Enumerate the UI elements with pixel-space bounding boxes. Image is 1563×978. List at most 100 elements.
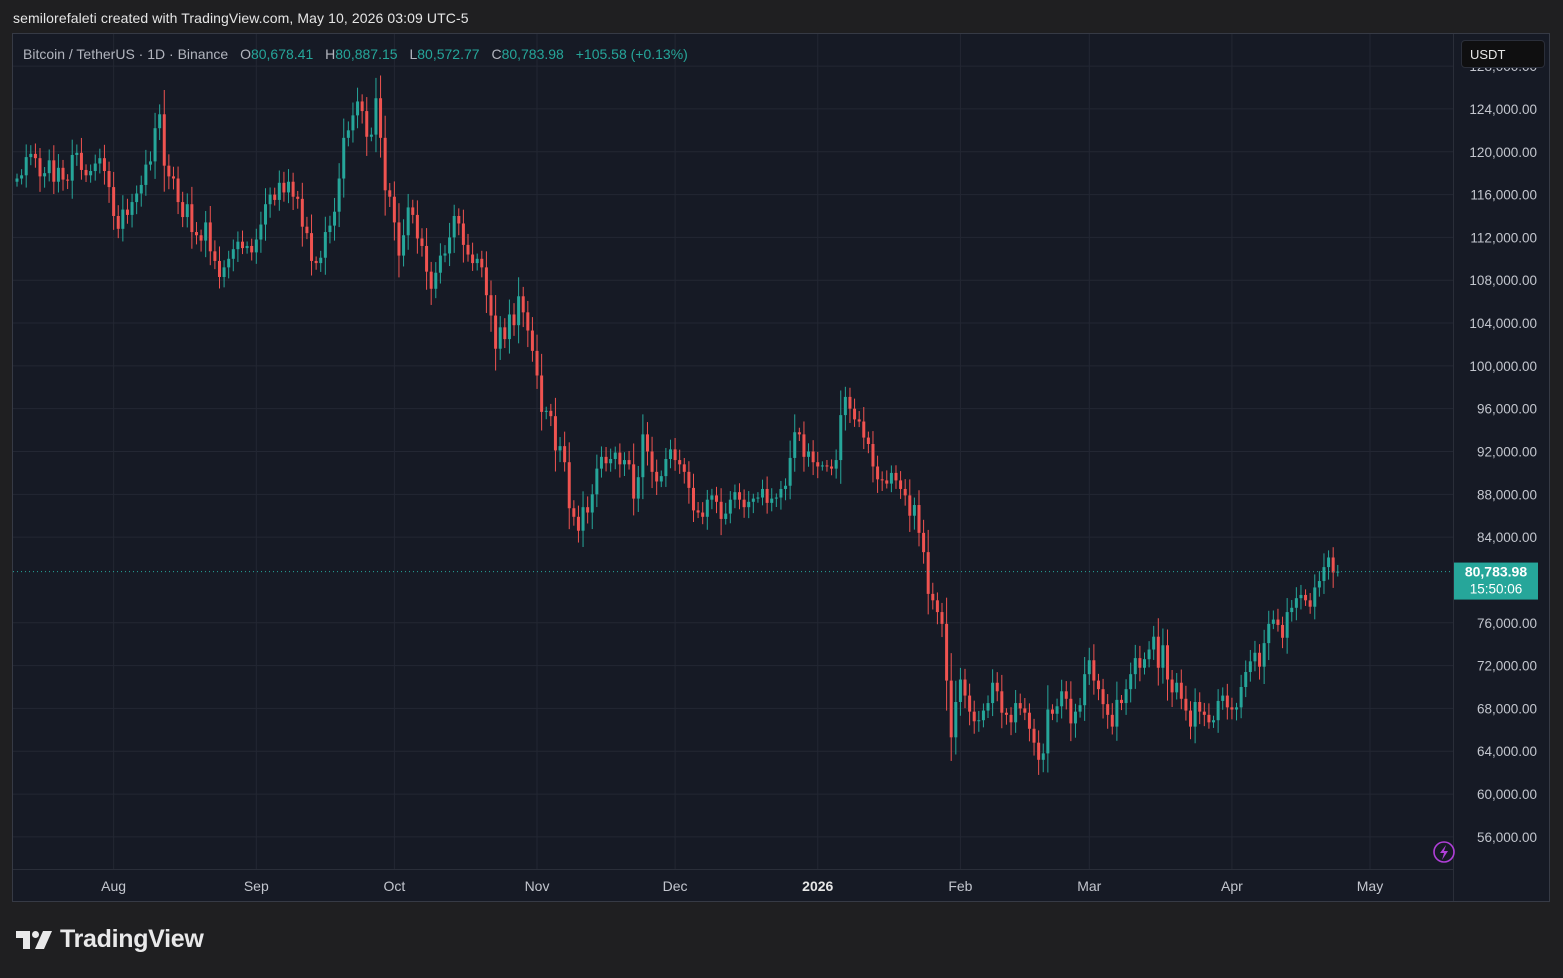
candle <box>1027 703 1031 742</box>
candle-body <box>535 350 539 376</box>
candle <box>98 148 102 174</box>
candle <box>1110 703 1114 735</box>
candle <box>227 250 231 279</box>
candle-body <box>429 271 433 289</box>
candle-body <box>346 130 350 138</box>
candle-body <box>277 182 281 200</box>
candle-body <box>466 244 470 255</box>
candle <box>194 222 198 245</box>
y-tick-label: 76,000.00 <box>1477 616 1537 631</box>
candle-body <box>788 457 792 486</box>
candle-body <box>494 315 498 349</box>
candle-body <box>125 209 129 215</box>
candle-body <box>1083 674 1087 706</box>
candle <box>328 215 332 244</box>
candle <box>1142 652 1146 675</box>
lightning-icon[interactable] <box>1433 841 1455 863</box>
candle <box>323 216 327 275</box>
candle <box>885 470 889 489</box>
candle-body <box>733 492 737 500</box>
currency-selector[interactable]: USDT <box>1461 40 1545 68</box>
candle <box>1262 629 1266 685</box>
candle-body <box>645 434 649 452</box>
candle-body <box>636 477 640 499</box>
x-tick-label: Oct <box>383 878 405 894</box>
low-value: 80,572.77 <box>417 46 480 62</box>
candle <box>397 203 401 278</box>
candle <box>1138 645 1142 682</box>
candle <box>530 317 534 362</box>
candle <box>425 228 429 290</box>
candle <box>351 102 355 143</box>
candle-body <box>1290 607 1294 613</box>
x-tick-label: Sep <box>244 878 269 894</box>
candle-body <box>724 513 728 519</box>
candle <box>466 233 470 262</box>
candle <box>24 144 28 188</box>
candle-body <box>1212 720 1216 723</box>
candle <box>949 653 953 761</box>
candle <box>549 403 553 427</box>
candle <box>834 449 838 479</box>
candle <box>1331 547 1335 588</box>
candle <box>388 183 392 207</box>
candle-body <box>843 396 847 416</box>
brand[interactable]: TradingView <box>16 925 204 954</box>
candle <box>254 228 258 264</box>
candle-body <box>1041 753 1045 760</box>
candle <box>291 172 295 210</box>
candle-body <box>567 462 571 509</box>
candle <box>319 250 323 272</box>
candle-body <box>1161 645 1165 668</box>
candle <box>1037 730 1041 775</box>
candle-body <box>112 187 116 216</box>
candle-body <box>687 471 691 488</box>
candle <box>553 397 557 472</box>
candle <box>406 193 410 250</box>
candle <box>733 484 737 509</box>
symbol-name[interactable]: Bitcoin / TetherUS · 1D · Binance <box>23 46 229 62</box>
candle <box>908 479 912 532</box>
candle <box>645 422 649 466</box>
candle <box>369 127 373 142</box>
candle-body <box>333 211 337 226</box>
candle-body <box>1221 695 1225 701</box>
candle-body <box>38 158 42 177</box>
candle <box>217 246 221 289</box>
candle <box>1014 690 1018 733</box>
candle <box>1156 618 1160 686</box>
open-label: O <box>240 46 251 62</box>
candle-body <box>199 235 203 241</box>
candle-body <box>70 154 74 181</box>
candle <box>158 104 162 141</box>
candle-body <box>1331 557 1335 573</box>
candle-body <box>784 485 788 489</box>
candle <box>29 145 33 166</box>
candle <box>1248 649 1252 682</box>
candle <box>1336 564 1340 577</box>
candlestick-chart[interactable]: 128,000.00124,000.00120,000.00116,000.00… <box>13 34 1550 902</box>
candle <box>784 478 788 501</box>
chart-panel[interactable]: 128,000.00124,000.00120,000.00116,000.00… <box>12 33 1550 902</box>
x-tick-label: Nov <box>525 878 550 894</box>
candle-body <box>968 695 972 712</box>
candle <box>1184 685 1188 721</box>
candle <box>977 710 981 732</box>
candle-body <box>678 460 682 465</box>
brand-name: TradingView <box>60 925 204 953</box>
candle-body <box>613 452 617 459</box>
candle <box>1106 694 1110 729</box>
candle <box>1041 743 1045 773</box>
candle <box>135 185 139 215</box>
candle-body <box>853 408 857 420</box>
candle <box>199 229 203 252</box>
candle-body <box>107 171 111 188</box>
candle-body <box>899 480 903 489</box>
candle-body <box>705 499 709 517</box>
candle <box>52 145 56 195</box>
candle-body <box>167 165 171 177</box>
candle <box>75 144 79 166</box>
candle-body <box>181 202 185 218</box>
candle-body <box>1317 581 1321 588</box>
countdown-value: 15:50:06 <box>1470 582 1523 597</box>
